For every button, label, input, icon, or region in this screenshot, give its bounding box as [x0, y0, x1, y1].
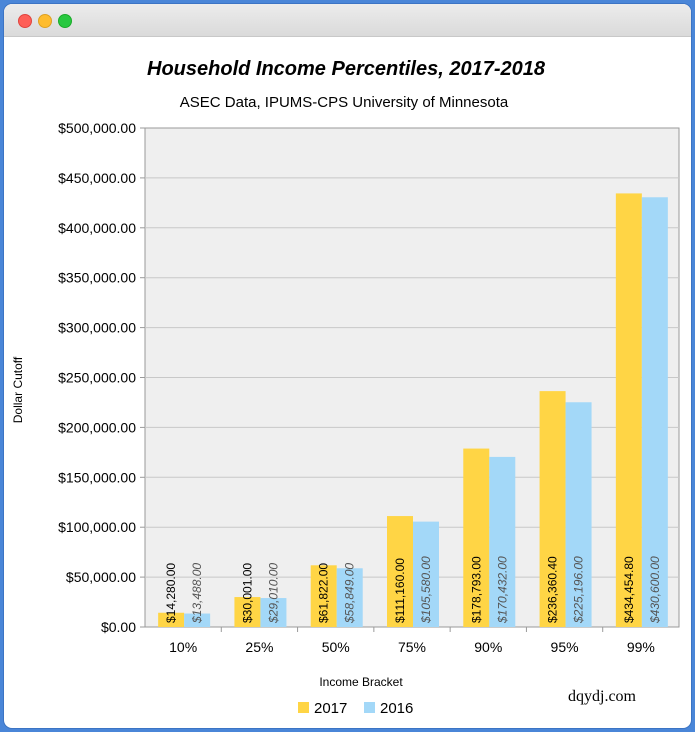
x-tick-label: 25% [245, 639, 273, 655]
x-tick-label: 90% [474, 639, 502, 655]
y-tick-label: $450,000.00 [58, 170, 136, 186]
x-tick-label: 75% [398, 639, 426, 655]
y-tick-label: $300,000.00 [58, 320, 136, 336]
data-label: $170,432.00 [495, 556, 509, 624]
y-tick-label: $200,000.00 [58, 419, 136, 435]
data-label: $14,280.00 [164, 563, 178, 623]
legend-label: 2017 [314, 700, 347, 717]
x-tick-label: 99% [627, 639, 655, 655]
bar-2017-50pct[interactable] [310, 565, 337, 627]
bar-2017-75pct[interactable] [387, 516, 413, 627]
legend-swatch [364, 702, 375, 713]
zoom-window-button[interactable] [58, 14, 72, 28]
data-label: $178,793.00 [469, 556, 483, 623]
legend: 2017 2016 [298, 700, 413, 717]
y-tick-label: $0.00 [101, 619, 136, 635]
data-label: $105,580.00 [419, 556, 433, 624]
window-titlebar [4, 4, 691, 37]
data-label: $430,600.00 [648, 556, 662, 624]
y-tick-label: $50,000.00 [66, 569, 136, 585]
x-axis-label: Income Bracket [319, 675, 403, 689]
bar-2016-90pct[interactable] [489, 456, 516, 627]
data-label: $13,488.00 [190, 563, 204, 624]
legend-swatch [298, 702, 309, 713]
y-tick-label: $500,000.00 [58, 120, 136, 136]
data-label: $225,196.00 [572, 556, 586, 624]
bar-2016-25pct[interactable] [260, 598, 287, 627]
bar-2017-90pct[interactable] [463, 448, 490, 627]
bar-2016-10pct[interactable] [184, 613, 211, 627]
chart-subtitle: ASEC Data, IPUMS-CPS University of Minne… [180, 94, 509, 111]
bar-2016-50pct[interactable] [336, 568, 363, 627]
y-axis-label: Dollar Cutoff [11, 356, 25, 423]
bar-2016-75pct[interactable] [413, 521, 439, 627]
app-window: Household Income Percentiles, 2017-2018 … [4, 4, 691, 728]
y-tick-label: $400,000.00 [58, 220, 136, 236]
bar-2017-95pct[interactable] [539, 391, 566, 627]
y-tick-label: $350,000.00 [58, 270, 136, 286]
x-tick-label: 50% [322, 639, 350, 655]
legend-label: 2016 [380, 700, 413, 717]
y-tick-label: $150,000.00 [58, 469, 136, 485]
bar-2017-25pct[interactable] [234, 597, 261, 627]
bar-chart: Household Income Percentiles, 2017-2018 … [11, 58, 680, 717]
y-tick-label: $100,000.00 [58, 519, 136, 535]
x-axis: 10% 25% 50% 75% 90% 95% 99% [169, 627, 655, 655]
bar-2017-99pct[interactable] [615, 193, 642, 627]
data-label: $61,822.00 [317, 563, 331, 623]
data-label: $111,160.00 [393, 558, 407, 623]
y-axis: $0.00 $50,000.00 $100,000.00 $150,000.00 $20… [58, 120, 145, 635]
bars: $14,280.00 $13,488.00 $30,001.00 $29,010.00… [158, 193, 668, 627]
close-window-button[interactable] [18, 14, 32, 28]
bar-2017-10pct[interactable] [158, 612, 185, 627]
x-tick-label: 95% [551, 639, 579, 655]
bar-2016-95pct[interactable] [565, 402, 592, 627]
y-tick-label: $250,000.00 [58, 370, 136, 386]
data-label: $30,001.00 [240, 563, 254, 623]
bar-2016-99pct[interactable] [641, 197, 668, 627]
x-tick-label: 10% [169, 639, 197, 655]
watermark: dqydj.com [568, 688, 637, 705]
data-label: $58,849.00 [343, 563, 357, 624]
chart-title: Household Income Percentiles, 2017-2018 [147, 58, 546, 80]
data-label: $236,360.40 [546, 556, 560, 623]
minimize-window-button[interactable] [38, 14, 52, 28]
data-label: $434,454.80 [622, 556, 636, 623]
data-label: $29,010.00 [266, 563, 280, 624]
